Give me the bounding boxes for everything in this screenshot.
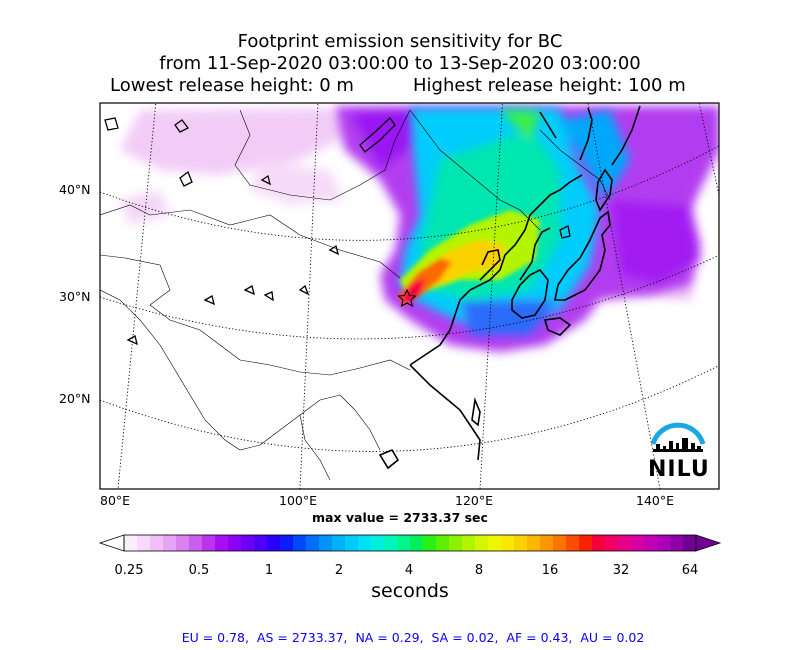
- colorbar-tick-label: 2: [334, 563, 344, 578]
- colorbar-cell: [189, 535, 203, 551]
- colorbar-tick-label: 0.5: [188, 563, 210, 578]
- colorbar-units-label: seconds: [371, 580, 449, 602]
- lat-label-30n: 30°N: [59, 289, 91, 304]
- footprint-field: [120, 106, 719, 352]
- region-stats: EU = 0.78, AS = 2733.37, NA = 0.29, SA =…: [181, 630, 645, 645]
- colorbar-cell: [514, 535, 528, 551]
- colorbar-tick-label: 0.25: [114, 563, 144, 578]
- lon-label-100e: 100°E: [279, 493, 318, 508]
- colorbar-cell: [397, 535, 411, 551]
- colorbar-cell: [306, 535, 320, 551]
- colorbar-cell: [449, 535, 463, 551]
- colorbar-cell: [137, 535, 151, 551]
- colorbar-cell: [657, 535, 671, 551]
- graticule: [100, 103, 719, 489]
- colorbar-cell: [150, 535, 164, 551]
- colorbar-cell: [475, 535, 489, 551]
- colorbar-cell: [358, 535, 372, 551]
- colorbar-tick-label: 1: [264, 563, 274, 578]
- map-title: Footprint emission sensitivity for BC: [237, 31, 563, 52]
- colorbar-tick-label: 4: [404, 563, 414, 578]
- colorbar-cell: [605, 535, 619, 551]
- colorbar-cell: [241, 535, 255, 551]
- lon-label-80e: 80°E: [100, 493, 131, 508]
- colorbar-cell: [501, 535, 515, 551]
- lat-label-40n: 40°N: [59, 182, 91, 197]
- colorbar-cell: [280, 535, 294, 551]
- colorbar-cell: [488, 535, 502, 551]
- lon-label-140e: 140°E: [636, 493, 675, 508]
- colorbar-cell: [267, 535, 281, 551]
- max-value-label: max value = 2733.37 sec: [312, 510, 488, 525]
- colorbar-cell: [436, 535, 450, 551]
- colorbar-cell: [423, 535, 437, 551]
- colorbar-cell: [410, 535, 424, 551]
- colorbar-cell: [215, 535, 229, 551]
- colorbar-cell: [345, 535, 359, 551]
- map-subtitle-period: from 11-Sep-2020 03:00:00 to 13-Sep-2020…: [159, 53, 641, 74]
- colorbar-cell: [332, 535, 346, 551]
- colorbar-cell: [384, 535, 398, 551]
- colorbar-cell: [540, 535, 554, 551]
- colorbar-cell: [644, 535, 658, 551]
- nilu-logo: [650, 422, 706, 452]
- colorbar-cell: [683, 535, 697, 551]
- lon-label-120e: 120°E: [455, 493, 494, 508]
- colorbar-cell: [618, 535, 632, 551]
- colorbar-frame: [123, 534, 697, 552]
- highest-release-height: Highest release height: 100 m: [413, 75, 686, 96]
- colorbar-cell: [462, 535, 476, 551]
- colorbar-cell: [202, 535, 216, 551]
- colorbar-cell: [579, 535, 593, 551]
- colorbar-min-extend: [98, 534, 125, 552]
- colorbar-cell: [293, 535, 307, 551]
- nilu-logo-text: NILU: [648, 457, 710, 482]
- colorbar-cell: [371, 535, 385, 551]
- colorbar-cell: [592, 535, 606, 551]
- colorbar-cell: [566, 535, 580, 551]
- colorbar-cell: [631, 535, 645, 551]
- colorbar-max-extend: [695, 534, 722, 552]
- release-site-star-icon: [397, 288, 417, 307]
- country-borders: [100, 109, 611, 481]
- colorbar-cell: [163, 535, 177, 551]
- lakes: [104, 117, 571, 346]
- colorbar-cell: [254, 535, 268, 551]
- colorbar-cell: [527, 535, 541, 551]
- colorbar-cell: [553, 535, 567, 551]
- colorbar-cell: [670, 535, 684, 551]
- colorbar-tick-label: 32: [612, 563, 630, 578]
- colorbar-tick-label: 16: [541, 563, 559, 578]
- colorbar-cell: [319, 535, 333, 551]
- coastlines: [378, 105, 641, 470]
- colorbar-cell: [124, 535, 138, 551]
- colorbar-tick-label: 64: [681, 563, 699, 578]
- colorbar-cell: [228, 535, 242, 551]
- lat-label-20n: 20°N: [59, 391, 91, 406]
- lowest-release-height: Lowest release height: 0 m: [110, 75, 354, 96]
- colorbar-cell: [176, 535, 190, 551]
- colorbar-tick-label: 8: [474, 563, 484, 578]
- map-frame: [99, 102, 720, 490]
